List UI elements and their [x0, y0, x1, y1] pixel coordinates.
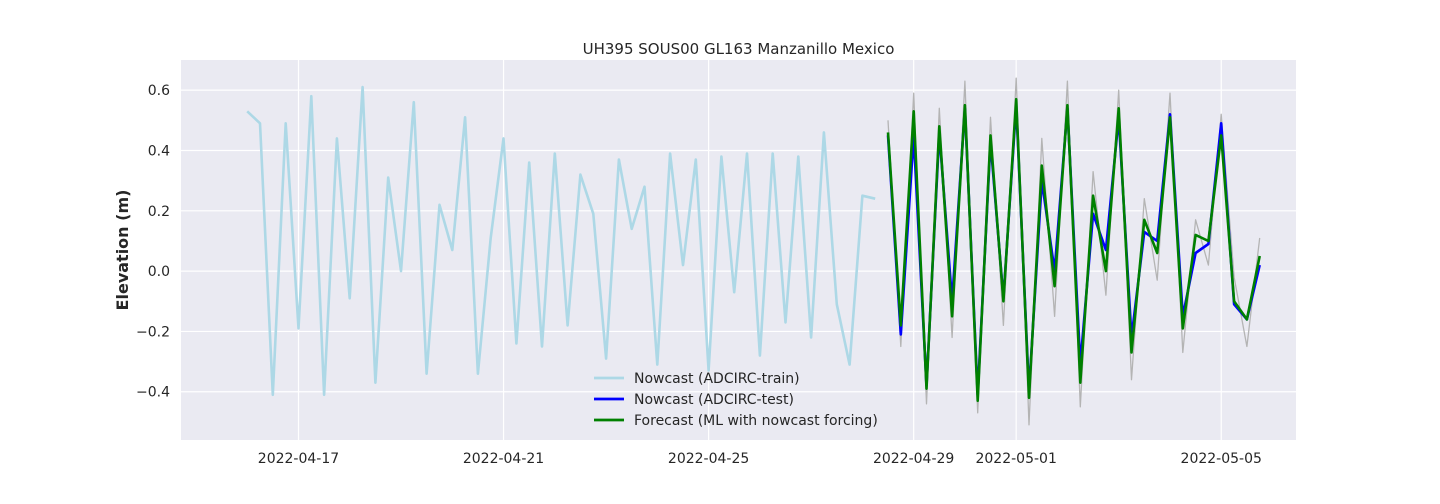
series-line-ml-forecast — [886, 97, 1261, 403]
y-axis-label: Elevation (m) — [113, 190, 132, 311]
x-tick-label: 2022-04-25 — [668, 451, 749, 467]
y-tick-label: −0.2 — [136, 324, 170, 340]
y-tick-label: 0.2 — [148, 204, 170, 220]
y-tick-label: 0.0 — [148, 264, 170, 280]
x-tick-label: 2022-04-17 — [258, 451, 339, 467]
legend-label: Nowcast (ADCIRC-test) — [634, 392, 794, 408]
series-line-adcirc-train — [246, 85, 876, 397]
legend-label: Forecast (ML with nowcast forcing) — [634, 413, 878, 429]
y-tick-label: 0.6 — [148, 83, 170, 99]
x-axis-ticks: 2022-04-17 2022-04-21 2022-04-25 2022-04-29… — [258, 451, 1262, 467]
x-tick-label: 2022-05-05 — [1181, 451, 1262, 467]
chart-title: UH395 SOUS00 GL163 Manzanillo Mexico — [583, 40, 895, 58]
legend: Nowcast (ADCIRC-train) Nowcast (ADCIRC-te… — [594, 371, 878, 429]
y-axis-ticks: −0.4 −0.2 0.0 0.2 0.4 0.6 — [136, 83, 170, 401]
x-tick-label: 2022-05-01 — [975, 451, 1056, 467]
y-tick-label: −0.4 — [136, 385, 170, 401]
legend-label: Nowcast (ADCIRC-train) — [634, 371, 800, 387]
x-tick-label: 2022-04-21 — [463, 451, 544, 467]
y-tick-label: 0.4 — [148, 143, 170, 159]
x-tick-label: 2022-04-29 — [873, 451, 954, 467]
series-layer — [246, 77, 1261, 426]
